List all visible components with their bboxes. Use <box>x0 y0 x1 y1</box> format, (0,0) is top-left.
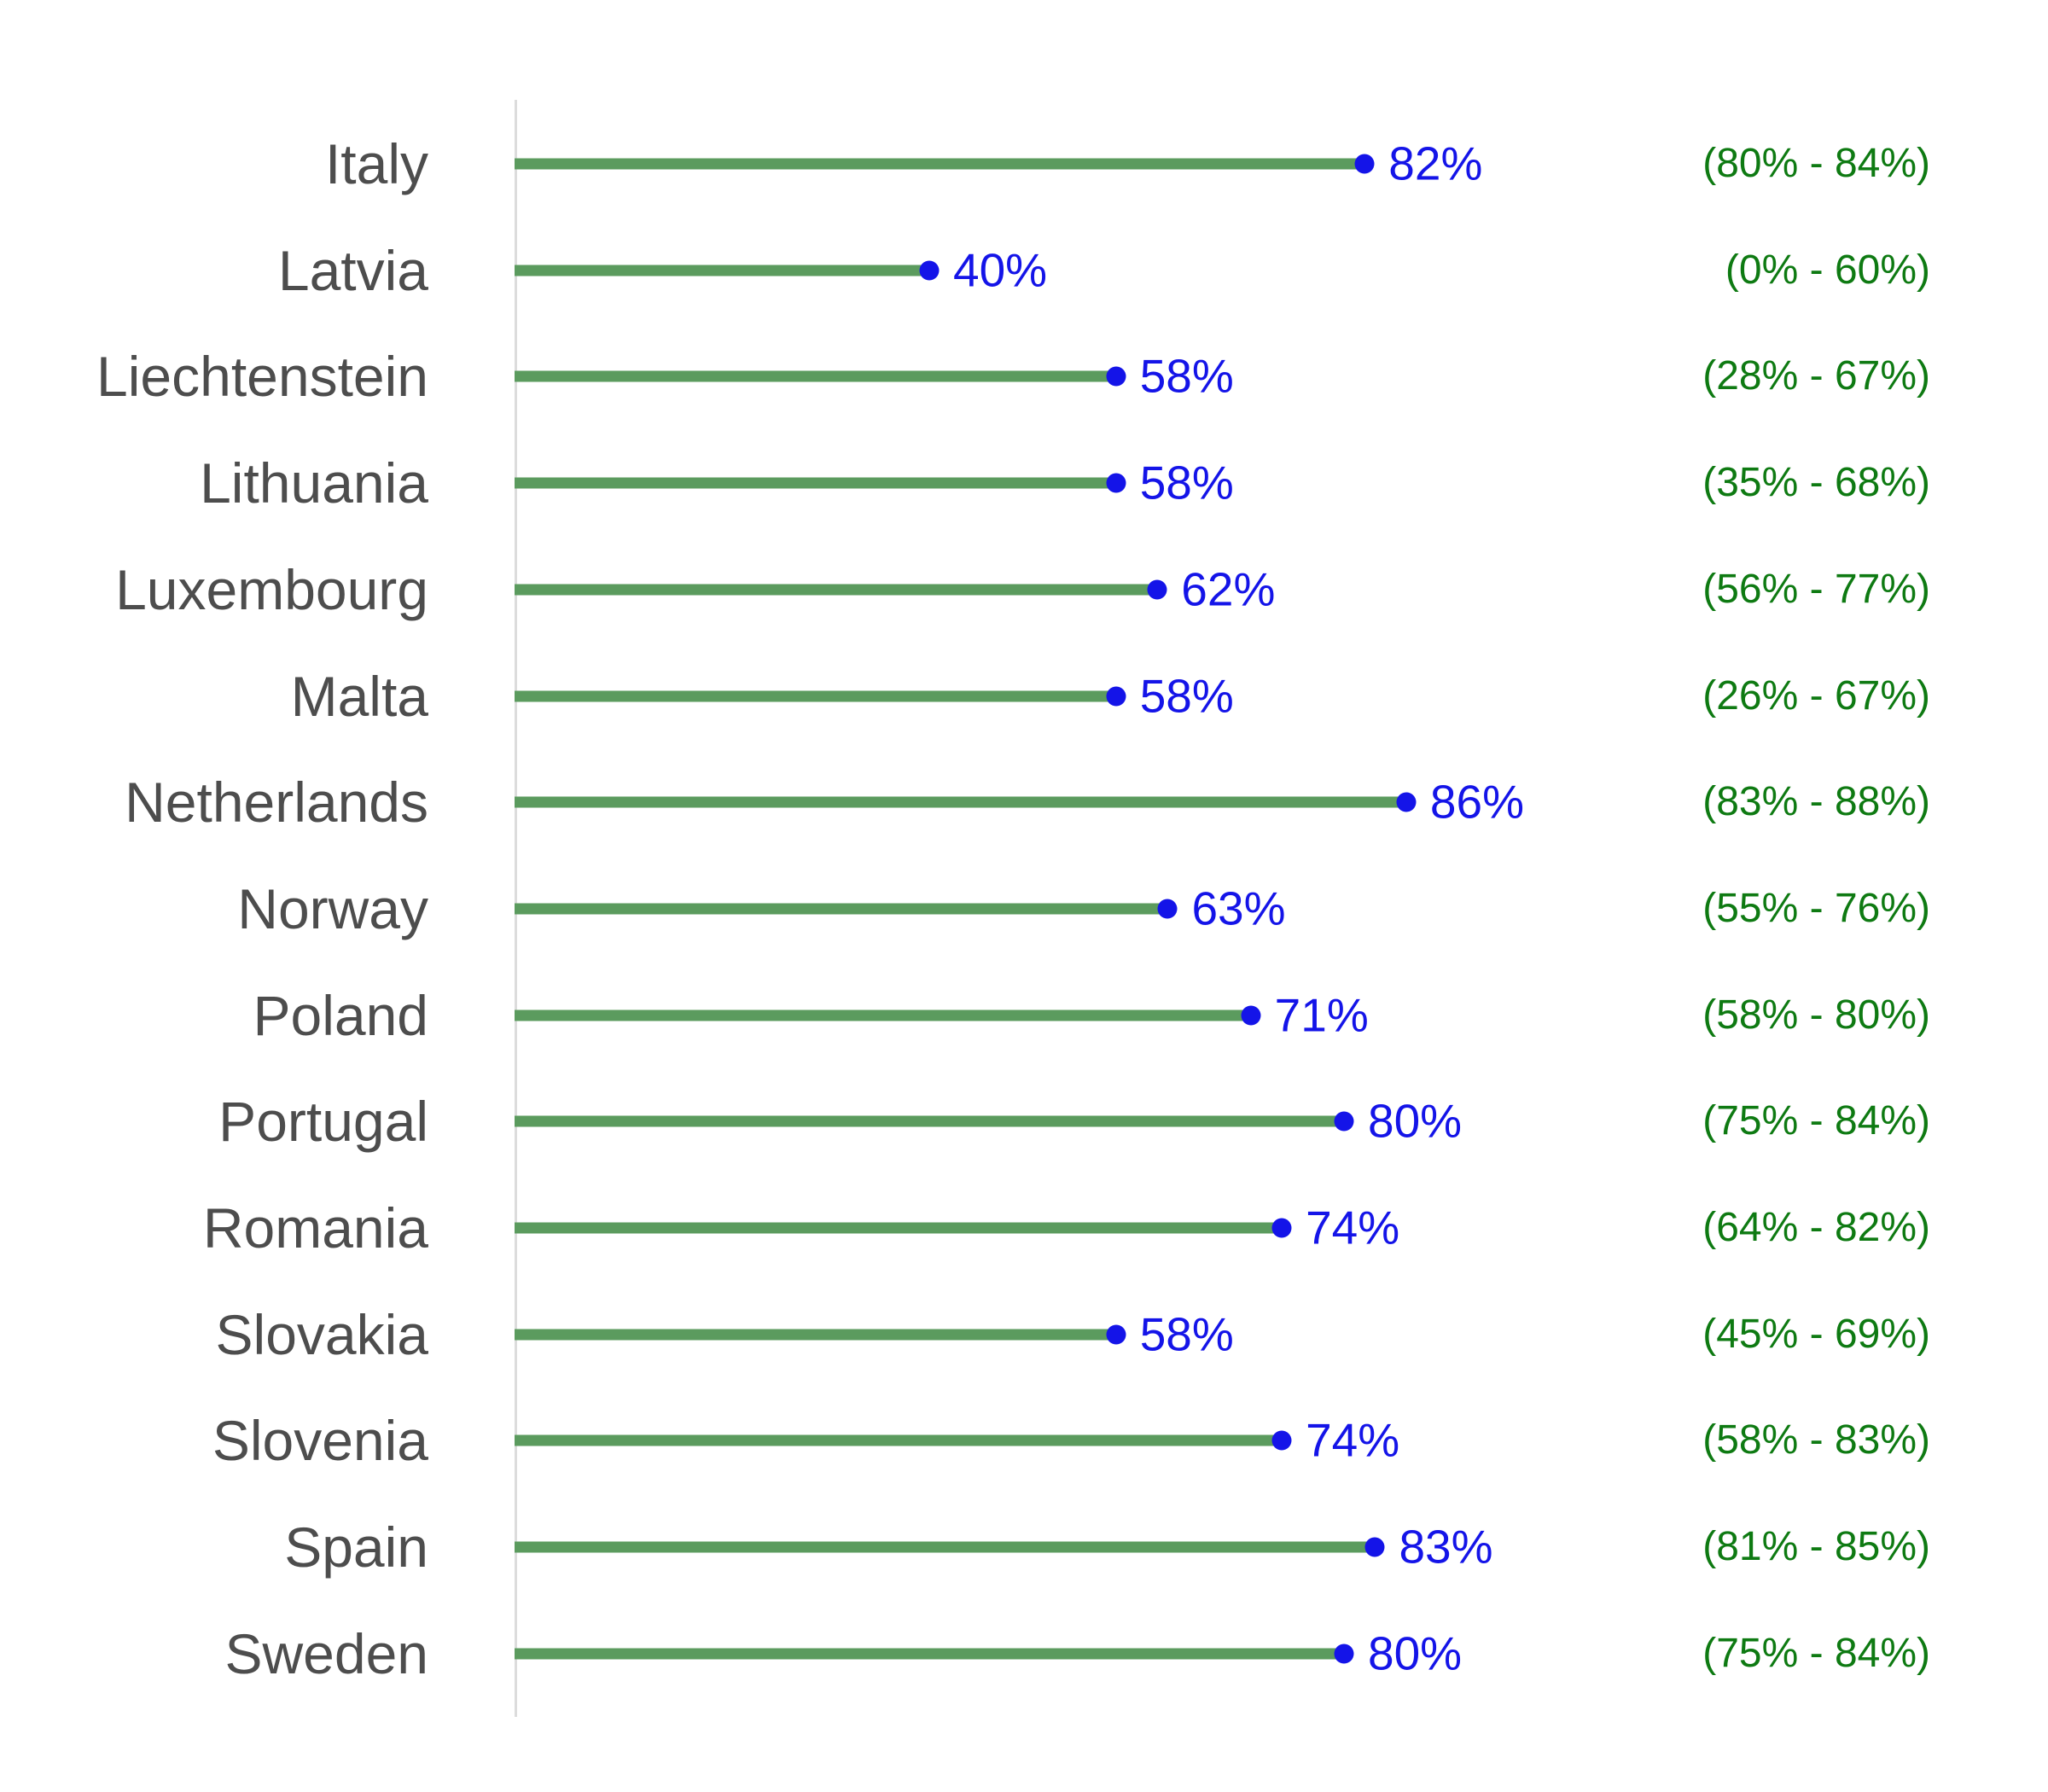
confidence-interval-label: (81% - 85%) <box>1702 1524 1930 1570</box>
value-dot-icon <box>1106 686 1126 706</box>
value-label: 71% <box>1274 988 1369 1042</box>
value-label: 63% <box>1191 881 1286 935</box>
country-label: Norway <box>237 876 428 940</box>
value-dot-icon <box>1334 1111 1354 1132</box>
value-bar <box>515 477 1116 489</box>
country-label: Liechtenstein <box>96 345 428 409</box>
country-label: Lithuania <box>200 451 428 515</box>
value-bar <box>515 1434 1283 1446</box>
confidence-interval-label: (55% - 76%) <box>1702 885 1930 931</box>
value-bar <box>515 370 1116 382</box>
value-dot-icon <box>1147 579 1167 600</box>
confidence-interval-label: (56% - 77%) <box>1702 566 1930 612</box>
country-label: Portugal <box>218 1090 428 1154</box>
confidence-interval-label: (0% - 60%) <box>1725 247 1930 293</box>
country-label: Netherlands <box>125 771 428 835</box>
value-label: 58% <box>1139 1307 1234 1361</box>
value-dot-icon <box>1354 154 1375 174</box>
value-label: 58% <box>1139 349 1234 403</box>
confidence-interval-label: (83% - 88%) <box>1702 779 1930 825</box>
value-bar <box>515 796 1406 808</box>
value-dot-icon <box>1271 1218 1292 1238</box>
value-label: 62% <box>1181 562 1276 616</box>
confidence-interval-label: (75% - 84%) <box>1702 1098 1930 1144</box>
value-dot-icon <box>1334 1644 1354 1664</box>
value-label: 82% <box>1388 137 1483 190</box>
value-dot-icon <box>1241 1005 1261 1026</box>
value-label: 74% <box>1306 1201 1400 1254</box>
confidence-interval-label: (26% - 67%) <box>1702 672 1930 719</box>
country-label: Poland <box>253 983 428 1047</box>
value-label: 80% <box>1368 1094 1463 1148</box>
confidence-interval-label: (45% - 69%) <box>1702 1311 1930 1357</box>
confidence-interval-label: (35% - 68%) <box>1702 460 1930 506</box>
value-label: 80% <box>1368 1626 1463 1680</box>
country-label: Romania <box>202 1196 428 1260</box>
value-bar <box>515 690 1116 701</box>
confidence-interval-label: (64% - 82%) <box>1702 1205 1930 1250</box>
confidence-interval-label: (58% - 83%) <box>1702 1417 1930 1463</box>
confidence-interval-label: (28% - 67%) <box>1702 353 1930 399</box>
confidence-interval-label: (80% - 84%) <box>1702 141 1930 186</box>
country-label: Slovenia <box>212 1409 428 1473</box>
value-dot-icon <box>919 260 940 281</box>
confidence-interval-label: (75% - 84%) <box>1702 1630 1930 1676</box>
country-label: Italy <box>324 132 428 195</box>
country-label: Latvia <box>277 238 428 302</box>
value-dot-icon <box>1157 899 1178 919</box>
value-bar <box>515 1115 1344 1127</box>
value-dot-icon <box>1396 792 1417 812</box>
value-label: 86% <box>1429 775 1524 829</box>
value-dot-icon <box>1106 366 1126 387</box>
value-bar <box>515 584 1158 596</box>
country-label: Slovakia <box>215 1302 428 1366</box>
value-label: 58% <box>1139 669 1234 722</box>
value-bar <box>515 1329 1116 1341</box>
value-dot-icon <box>1271 1430 1292 1451</box>
country-label: Sweden <box>224 1621 428 1685</box>
confidence-interval-label: (58% - 80%) <box>1702 992 1930 1038</box>
country-label: Luxembourg <box>115 557 428 621</box>
value-dot-icon <box>1106 473 1126 493</box>
value-bar <box>515 1648 1344 1660</box>
value-label: 83% <box>1399 1520 1493 1574</box>
value-bar <box>515 1222 1283 1234</box>
country-label: Spain <box>284 1516 428 1580</box>
value-bar <box>515 265 929 276</box>
value-dot-icon <box>1106 1324 1126 1345</box>
value-bar <box>515 1541 1376 1553</box>
value-bar <box>515 1009 1251 1021</box>
value-label: 40% <box>953 243 1048 297</box>
value-dot-icon <box>1364 1537 1385 1557</box>
value-label: 74% <box>1306 1413 1400 1467</box>
value-bar <box>515 903 1168 915</box>
country-label: Malta <box>290 664 428 728</box>
value-label: 58% <box>1139 456 1234 509</box>
value-bar <box>515 158 1365 170</box>
